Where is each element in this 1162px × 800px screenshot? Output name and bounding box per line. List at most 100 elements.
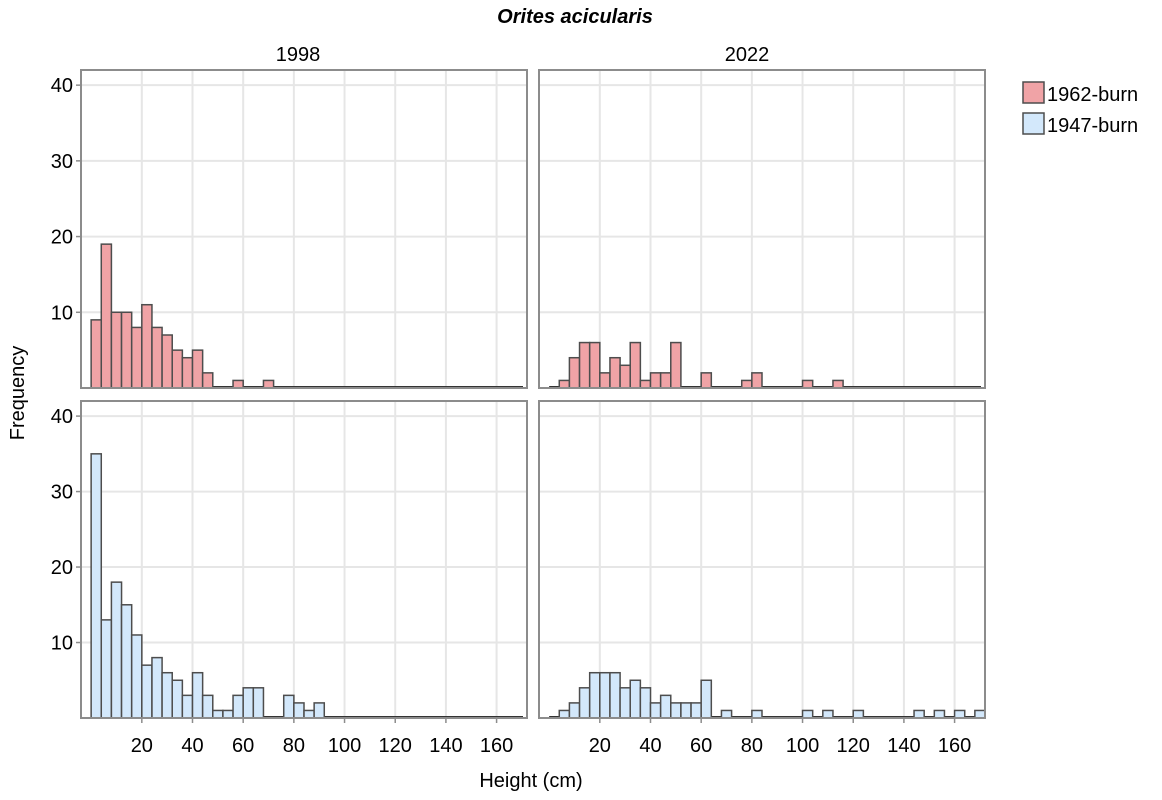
bar-1962-burn-2022-bin11 <box>659 372 672 389</box>
bar-1962-burn-2022-bin1 <box>558 379 571 389</box>
bar-1947-burn-2022-bin15 <box>700 679 713 719</box>
y-tick-label: 40 <box>51 75 73 97</box>
bar-1962-burn-1998-bin8 <box>171 349 184 389</box>
panel-1962-burn-2022 <box>538 69 986 389</box>
x-tick-label: 120 <box>837 735 870 757</box>
bar-1962-burn-2022-bin10 <box>649 372 662 389</box>
bar-1947-burn-2022-bin42 <box>974 709 986 719</box>
bar-1962-burn-1998-bin6 <box>151 326 163 389</box>
bar-1947-burn-2022-bin10 <box>649 702 662 719</box>
bar-1947-burn-2022-bin6 <box>609 671 621 719</box>
bar-1962-burn-2022-bin5 <box>599 372 611 389</box>
x-tick-label: 160 <box>480 735 513 757</box>
legend-label-1947-burn: 1947-burn <box>1047 115 1138 137</box>
x-tick-labels: 20 40 60 80 100 120 140 160 20 40 60 80 100 120 140 160 <box>131 718 971 757</box>
bar-1962-burn-2022-bin2 <box>568 356 581 389</box>
x-tick-label: 60 <box>232 735 254 757</box>
panel-frame <box>538 400 986 719</box>
bar-1947-burn-2022-bin14 <box>690 702 702 719</box>
bar-1962-burn-2022-bin20 <box>751 372 763 389</box>
x-tick-label: 60 <box>690 735 712 757</box>
bar-1962-burn-1998-bin5 <box>141 303 153 389</box>
bar-1947-burn-2022-bin38 <box>933 709 946 719</box>
bar-1947-burn-1998-bin6 <box>151 656 163 719</box>
bar-1962-burn-2022-bin15 <box>700 372 713 389</box>
bar-1947-burn-2022-bin3 <box>578 687 591 719</box>
bar-1947-burn-1998-bin3 <box>120 604 133 719</box>
bar-1962-burn-2022-bin25 <box>801 379 814 389</box>
bar-1962-burn-1998-bin10 <box>191 349 204 389</box>
bar-1947-burn-2022-bin9 <box>639 687 652 719</box>
bar-1947-burn-1998-bin1 <box>100 619 113 719</box>
bar-1947-burn-1998-bin11 <box>201 694 214 719</box>
x-axis-label: Height (cm) <box>479 770 582 792</box>
bar-1947-burn-2022-bin11 <box>659 694 672 719</box>
bar-1962-burn-1998-bin14 <box>232 379 244 389</box>
bar-1962-burn-1998-bin2 <box>110 311 123 389</box>
panel-frame <box>80 69 528 389</box>
bar-1962-burn-2022-bin4 <box>588 341 601 389</box>
bar-1947-burn-1998-bin20 <box>293 702 305 719</box>
legend-label-1962-burn: 1962-burn <box>1047 84 1138 106</box>
bar-1947-burn-1998-bin15 <box>242 687 255 719</box>
panel-1947-burn-1998 <box>80 400 528 719</box>
bar-1962-burn-2022-bin19 <box>740 379 753 389</box>
bar-1962-burn-1998-bin1 <box>100 243 113 389</box>
bar-1947-burn-2022-bin27 <box>822 709 834 719</box>
y-tick-label: 30 <box>51 151 73 173</box>
legend: 1962-burn 1947-burn <box>1022 81 1138 137</box>
bar-1947-burn-1998-bin7 <box>161 671 173 719</box>
bar-1947-burn-1998-bin10 <box>191 671 204 719</box>
bar-1962-burn-1998-bin7 <box>161 334 173 389</box>
bar-1947-burn-1998-bin9 <box>181 694 194 719</box>
panel-frame <box>80 400 528 719</box>
bar-1962-burn-1998-bin3 <box>120 311 133 389</box>
bar-1947-burn-1998-bin22 <box>313 702 326 719</box>
bar-1962-burn-1998-bin11 <box>201 372 214 389</box>
bar-1947-burn-1998-bin0 <box>90 453 103 719</box>
bar-1947-burn-2022-bin1 <box>558 709 571 719</box>
x-tick-label: 100 <box>786 735 819 757</box>
bar-1947-burn-2022-bin36 <box>913 709 925 719</box>
bar-1962-burn-2022-bin3 <box>578 341 591 389</box>
panels-group <box>80 69 986 719</box>
y-tick-label: 10 <box>51 302 73 324</box>
x-tick-label: 40 <box>639 735 661 757</box>
bar-1947-burn-1998-bin4 <box>130 634 143 719</box>
bar-1962-burn-2022-bin28 <box>832 379 844 389</box>
bar-1962-burn-1998-bin0 <box>90 319 103 389</box>
x-tick-label: 80 <box>283 735 305 757</box>
bar-1947-burn-2022-bin20 <box>751 709 763 719</box>
bar-1947-burn-2022-bin5 <box>599 671 611 719</box>
facet-strip-1998: 1998 <box>276 44 321 66</box>
bar-1947-burn-1998-bin21 <box>303 709 315 719</box>
x-tick-label: 140 <box>429 735 462 757</box>
bar-1947-burn-2022-bin4 <box>588 671 601 719</box>
x-tick-label: 20 <box>589 735 611 757</box>
bar-1947-burn-2022-bin8 <box>629 679 642 719</box>
bar-1962-burn-1998-bin17 <box>262 379 275 389</box>
chart-title: Orites acicularis <box>497 6 653 28</box>
x-tick-label: 40 <box>181 735 203 757</box>
x-tick-label: 160 <box>938 735 971 757</box>
bar-1947-burn-1998-bin8 <box>171 679 184 719</box>
bar-1962-burn-1998-bin4 <box>130 326 143 389</box>
bar-1947-burn-2022-bin12 <box>670 702 682 719</box>
panel-1962-burn-1998 <box>80 69 528 389</box>
legend-swatch-1947-burn <box>1022 112 1045 135</box>
x-tick-label: 100 <box>328 735 361 757</box>
bar-1962-burn-2022-bin8 <box>629 341 642 389</box>
bar-1947-burn-1998-bin2 <box>110 581 123 719</box>
panel-1947-burn-2022 <box>538 400 986 719</box>
panel-frame <box>538 69 986 389</box>
bar-1947-burn-2022-bin30 <box>852 709 865 719</box>
x-tick-label: 140 <box>887 735 920 757</box>
bar-1947-burn-1998-bin16 <box>252 687 265 719</box>
x-tick-label: 80 <box>741 735 763 757</box>
y-tick-label: 10 <box>51 633 73 655</box>
bar-1947-burn-1998-bin14 <box>232 694 244 719</box>
bar-1962-burn-2022-bin7 <box>619 364 631 389</box>
bar-1947-burn-2022-bin40 <box>953 709 966 719</box>
y-tick-label: 40 <box>51 406 73 428</box>
